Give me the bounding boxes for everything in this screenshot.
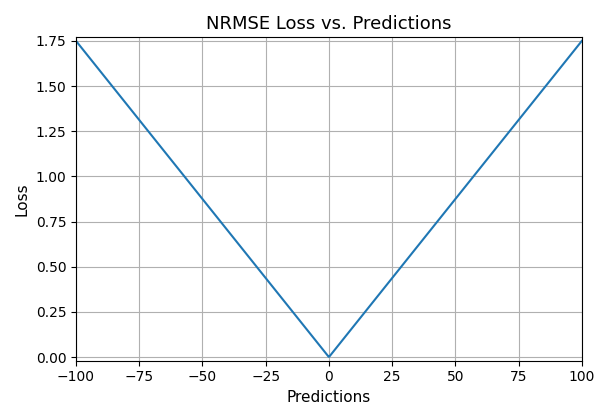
X-axis label: Predictions: Predictions: [287, 390, 371, 405]
Y-axis label: Loss: Loss: [15, 182, 30, 216]
Title: NRMSE Loss vs. Predictions: NRMSE Loss vs. Predictions: [206, 15, 451, 33]
